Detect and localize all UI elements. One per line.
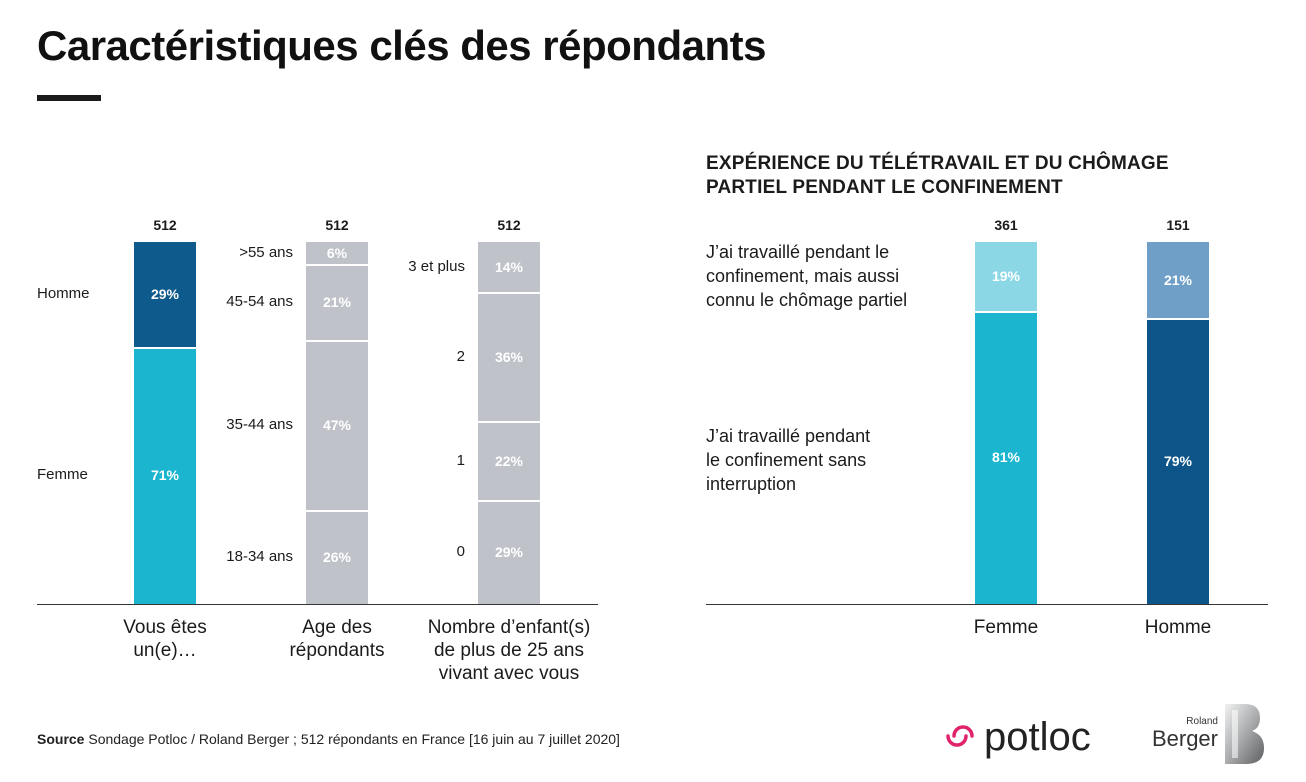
legend-entry: J’ai travaillé pendant le confinement san…: [706, 424, 956, 496]
bar-segment: [975, 310, 1037, 604]
category-label: Age des répondants: [237, 616, 437, 662]
bar-segment: [306, 242, 368, 264]
bar-segment: [478, 500, 540, 604]
roland-berger-small-text: Roland: [1186, 716, 1218, 727]
category-label-line: Vous êtes: [123, 617, 207, 638]
bar-segment: [306, 263, 368, 340]
bar-segment: [134, 242, 196, 347]
legend-entry-line: le confinement sans: [706, 450, 867, 470]
segment-label: 0: [456, 543, 465, 561]
category-label-line: vivant avec vous: [438, 663, 580, 684]
bar-total: 512: [325, 217, 349, 233]
category-label-line: Nombre d’enfant(s): [427, 617, 591, 638]
bar-segment-value: 21%: [322, 293, 352, 310]
legend-entry: J’ai travaillé pendant le confinement, ma…: [706, 240, 956, 312]
bar-segment-value: 81%: [991, 449, 1021, 466]
bar-segment: [134, 346, 196, 604]
bar-segment-value: 21%: [1163, 272, 1193, 288]
title-underline: [37, 95, 101, 101]
bar-segment-value: 79%: [1163, 453, 1193, 469]
bar-segment: [478, 421, 540, 501]
segment-label: 45-54 ans: [226, 292, 293, 310]
bar-segment: [975, 242, 1037, 311]
category-label-line: un(e)…: [133, 640, 197, 661]
bar-segment: [306, 509, 368, 604]
bar-segment-value: 14%: [494, 259, 524, 276]
segment-label: >55 ans: [239, 243, 293, 261]
x-axis-baseline: [37, 604, 598, 605]
x-axis-baseline: [706, 604, 1268, 605]
bar-segment: [478, 292, 540, 422]
bar-segment: [1147, 242, 1209, 319]
bar-segment-value: 29%: [494, 544, 524, 561]
roland-berger-b-icon: [1225, 704, 1264, 764]
bar-segment-value: 22%: [494, 452, 524, 469]
category-label: Femme: [973, 617, 1039, 638]
subtitle-line-2: PARTIEL PENDANT LE CONFINEMENT: [706, 177, 1063, 198]
bar-segment-value: 36%: [494, 348, 524, 365]
legend-entry-line: confinement, mais aussi: [706, 266, 900, 286]
segment-label: 35-44 ans: [226, 415, 293, 433]
source-note: Source Sondage Potloc / Roland Berger ; …: [37, 731, 620, 747]
category-label-line: de plus de 25 ans: [433, 640, 584, 661]
bar-total: 361: [994, 217, 1018, 233]
bar-segment: [478, 242, 540, 293]
segment-label: Homme: [37, 285, 90, 303]
legend-entry-line: J’ai travaillé pendant: [706, 426, 871, 446]
segment-label: 2: [456, 347, 465, 365]
bar-segment-value: 71%: [150, 467, 180, 484]
source-text: Sondage Potloc / Roland Berger ; 512 rép…: [88, 731, 620, 747]
category-label-line: répondants: [289, 640, 385, 661]
potloc-logo-icon: [946, 725, 974, 747]
segment-label: 1: [456, 451, 465, 469]
subtitle-line-1: EXPÉRIENCE DU TÉLÉTRAVAIL ET DU CHÔMAGE: [706, 153, 1169, 174]
bar-total: 512: [497, 217, 521, 233]
segment-label: Femme: [37, 466, 88, 484]
source-label: Source: [37, 731, 85, 747]
bar-segment: [1147, 318, 1209, 604]
bar-total: 151: [1166, 217, 1190, 233]
chart-subtitle: EXPÉRIENCE DU TÉLÉTRAVAIL ET DU CHÔMAGE …: [706, 152, 1226, 200]
potloc-logo-text: potloc: [984, 715, 1091, 759]
segment-label: 18-34 ans: [226, 547, 293, 565]
category-label: Nombre d’enfant(s) de plus de 25 ans vivan…: [409, 616, 609, 685]
legend-entry-line: interruption: [706, 474, 797, 494]
page-title: Caractéristiques clés des répondants: [37, 22, 766, 69]
logos: potloc Roland Berger: [940, 700, 1280, 770]
bar-segment-value: 29%: [150, 286, 180, 303]
bar-segment: [306, 339, 368, 510]
roland-berger-text: Berger: [1152, 726, 1218, 751]
legend-entry-line: J’ai travaillé pendant le: [706, 242, 890, 262]
bar-segment-value: 26%: [322, 548, 352, 565]
category-label: Vous êtes un(e)…: [65, 616, 265, 662]
bar-segment-value: 19%: [991, 268, 1021, 285]
segment-label: 3 et plus: [408, 258, 465, 276]
bar-segment-value: 47%: [322, 416, 352, 433]
category-label-line: Age des: [302, 617, 372, 638]
logo-group: potloc Roland Berger: [946, 704, 1264, 764]
category-label: Homme: [1144, 617, 1212, 638]
bar-segment-value: 6%: [326, 244, 348, 261]
bar-total: 512: [153, 217, 177, 233]
legend-entry-line: connu le chômage partiel: [706, 290, 908, 310]
